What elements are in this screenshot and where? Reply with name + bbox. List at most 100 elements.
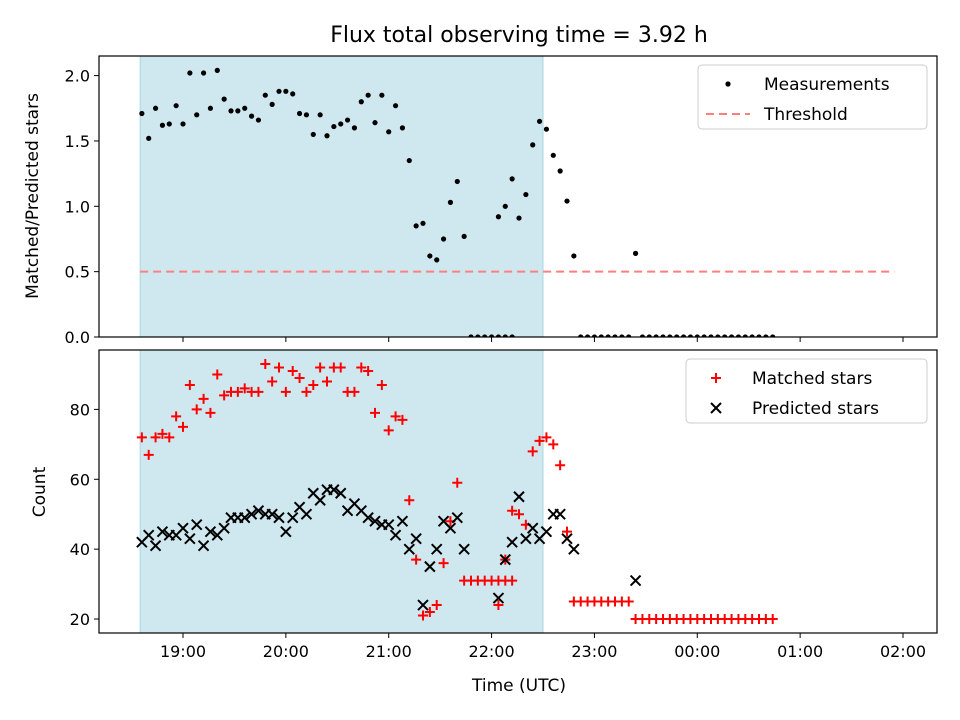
legend-matched-stars-marker — [711, 373, 721, 383]
measurement-point — [358, 99, 364, 105]
measurement-point — [399, 125, 406, 131]
matched-star-point — [507, 575, 518, 586]
measurement-point — [475, 334, 481, 337]
series-predicted-stars — [136, 484, 642, 611]
matched-star-point — [239, 383, 250, 394]
measurement-point — [454, 178, 460, 185]
legend-entry-label: Predicted stars — [752, 399, 879, 419]
matched-star-point — [541, 432, 552, 443]
predicted-star-point — [239, 511, 251, 524]
predicted-star-point — [540, 525, 553, 538]
top-axes-frame — [98, 55, 938, 338]
measurement-point — [530, 142, 536, 148]
measurement-point — [214, 67, 220, 73]
measurement-point — [434, 257, 440, 263]
series-matched-stars — [136, 358, 778, 625]
x-tick-label: 23:00 — [571, 642, 617, 661]
predicted-star-point — [417, 599, 429, 611]
predicted-star-point — [568, 543, 580, 555]
matched-star-point — [212, 369, 223, 380]
matched-star-point — [411, 554, 422, 565]
matched-star-point — [315, 362, 326, 373]
measurement-point — [612, 334, 618, 337]
top-y-tick-label: 0.0 — [65, 328, 90, 347]
predicted-star-point — [218, 522, 230, 534]
predicted-star-point — [149, 539, 162, 552]
measurement-point — [495, 214, 502, 220]
matched-star-point — [376, 379, 387, 390]
measurement-point — [632, 250, 639, 256]
measurement-point — [139, 110, 145, 117]
predicted-star-point — [396, 515, 409, 527]
bottom-y-tick-label: 40 — [70, 540, 90, 559]
top-plot-area — [139, 56, 895, 337]
predicted-star-point — [410, 532, 422, 545]
top-y-tick-label: 0.5 — [65, 263, 90, 282]
matched-star-point — [452, 477, 463, 488]
predicted-star-point — [629, 574, 642, 587]
measurement-point — [694, 334, 700, 337]
measurement-point — [591, 334, 598, 337]
matched-star-point — [548, 439, 559, 450]
measurement-point — [420, 220, 426, 226]
x-tick-label: 19:00 — [160, 642, 206, 661]
predicted-star-point — [383, 518, 395, 531]
predicted-star-point — [287, 511, 299, 524]
measurement-point — [488, 334, 495, 337]
matched-star-point — [253, 386, 264, 397]
predicted-star-point — [266, 508, 278, 520]
measurement-point — [660, 334, 666, 337]
matched-star-point — [418, 610, 428, 621]
measurement-point — [516, 215, 522, 221]
predicted-star-point — [177, 522, 189, 534]
matched-star-point — [171, 411, 182, 422]
bottom-axes-frame — [98, 349, 938, 634]
bottom-legend: Matched stars Predicted stars — [685, 358, 928, 424]
predicted-star-point — [273, 511, 285, 524]
measurement-point — [379, 92, 385, 98]
measurement-point — [626, 334, 632, 337]
measurement-point — [187, 70, 193, 76]
measurement-point — [763, 334, 769, 337]
predicted-star-point — [554, 508, 566, 520]
measurement-point — [344, 117, 351, 123]
predicted-star-point — [245, 508, 258, 520]
bottom-y-tick-label: 20 — [70, 610, 90, 629]
matched-star-point — [493, 600, 504, 611]
bottom-plot-area — [136, 350, 778, 633]
predicted-star-point — [156, 525, 169, 538]
measurement-point — [502, 334, 508, 337]
measurement-point — [770, 334, 776, 337]
predicted-star-point — [314, 494, 326, 506]
predicted-star-point — [527, 522, 539, 534]
measurement-point — [413, 223, 419, 229]
measurement-point — [674, 334, 680, 337]
matched-star-point — [370, 407, 380, 418]
measurement-point — [235, 108, 241, 114]
bottom-y-tick-label: 80 — [70, 400, 90, 419]
predicted-star-point — [506, 536, 518, 548]
measurement-point — [440, 236, 447, 242]
measurement-point — [536, 118, 543, 124]
measurement-point — [207, 105, 214, 111]
predicted-star-point — [499, 553, 511, 566]
bottom-y-tick-label: 60 — [70, 470, 90, 489]
measurement-point — [159, 122, 166, 128]
measurement-point — [646, 334, 652, 337]
bottom-panel: 20 40 60 80 19:00 20:00 21:00 22:00 23:00 00:00 01… — [70, 349, 938, 661]
measurement-point — [331, 123, 337, 130]
chart-title: Flux total observing time = 3.92 h — [330, 23, 708, 48]
measurement-point — [639, 334, 646, 337]
measurement-point — [735, 334, 742, 337]
measurement-point — [248, 113, 255, 119]
predicted-star-point — [191, 518, 203, 531]
measurement-point — [756, 334, 762, 337]
measurement-point — [461, 233, 467, 239]
top-y-tick-label: 2.0 — [65, 67, 90, 86]
measurement-point — [605, 334, 611, 337]
measurement-point — [152, 105, 159, 111]
matched-star-point — [150, 432, 161, 443]
measurement-point — [742, 334, 748, 337]
x-tick-label: 20:00 — [263, 642, 309, 661]
measurement-point — [571, 253, 577, 259]
